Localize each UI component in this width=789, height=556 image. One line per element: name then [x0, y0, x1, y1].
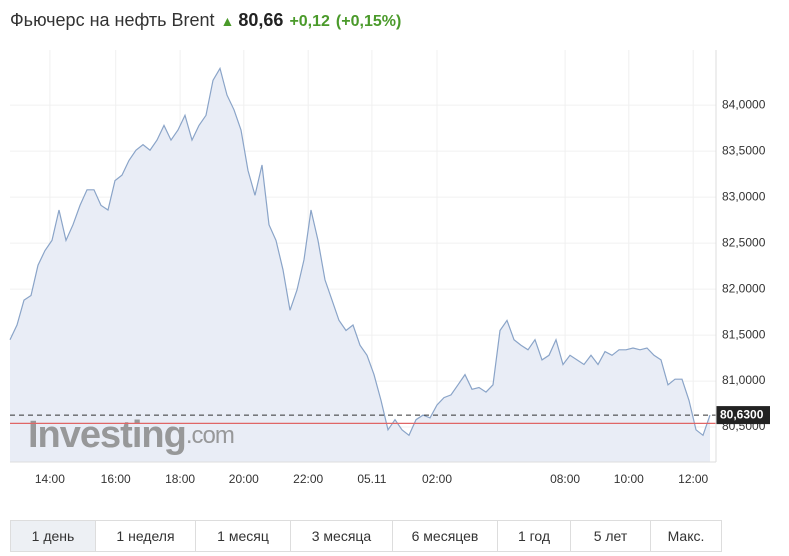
change-pct: (+0,15%) — [335, 13, 402, 30]
range-tab[interactable]: 1 день — [11, 521, 96, 551]
range-tabs: 1 день 1 неделя 1 месяц 3 месяца 6 месяцев 1 … — [10, 520, 722, 552]
range-tab[interactable]: 1 неделя — [96, 521, 196, 551]
x-tick-label: 02:00 — [422, 472, 452, 486]
range-tab[interactable]: 3 месяца — [291, 521, 393, 551]
x-tick-label: 08:00 — [550, 472, 580, 486]
y-tick-label: 81,0000 — [722, 373, 766, 387]
x-tick-label: 14:00 — [35, 472, 65, 486]
watermark: Investing.com — [28, 414, 234, 456]
watermark-suffix: .com — [186, 422, 234, 449]
change: +0,12 — [289, 13, 330, 30]
y-tick-label: 83,0000 — [722, 189, 766, 203]
range-tab[interactable]: 5 лет — [571, 521, 651, 551]
area — [10, 68, 710, 463]
price-line — [9, 66, 711, 437]
y-tick-label: 82,5000 — [722, 235, 766, 249]
up-arrow: ▲ — [220, 13, 235, 29]
current-price-label: 80,6300 — [720, 407, 764, 421]
x-tick-label: 18:00 — [165, 472, 195, 486]
range-tab[interactable]: Макс. — [667, 528, 705, 544]
watermark-main: Investing — [28, 414, 186, 456]
x-tick-label: 22:00 — [293, 472, 323, 486]
chart: 80,500081,000081,500082,000082,500083,00… — [9, 50, 770, 486]
x-tick-label: 12:00 — [678, 472, 708, 486]
current-price-box — [716, 406, 770, 425]
header: Фьючерс на нефть Brent ▲ 80,66 +0,12 (+0,15%… — [10, 10, 401, 31]
range-tab[interactable]: 1 год — [498, 521, 571, 551]
title: Фьючерс на нефть Brent — [10, 10, 215, 30]
x-tick-label: 20:00 — [229, 472, 259, 486]
x-tick-label: 05.11 — [357, 472, 386, 486]
y-tick-label: 81,5000 — [722, 327, 766, 341]
x-tick-label: 16:00 — [101, 472, 131, 486]
y-tick-label: 82,0000 — [722, 281, 766, 295]
price: 80,66 — [238, 10, 284, 30]
y-tick-label: 84,0000 — [722, 97, 766, 111]
x-tick-label: 10:00 — [614, 472, 644, 486]
y-tick-label: 83,5000 — [722, 143, 766, 157]
range-tab[interactable]: 6 месяцев — [393, 521, 498, 551]
range-tab[interactable]: 1 месяц — [196, 521, 291, 551]
